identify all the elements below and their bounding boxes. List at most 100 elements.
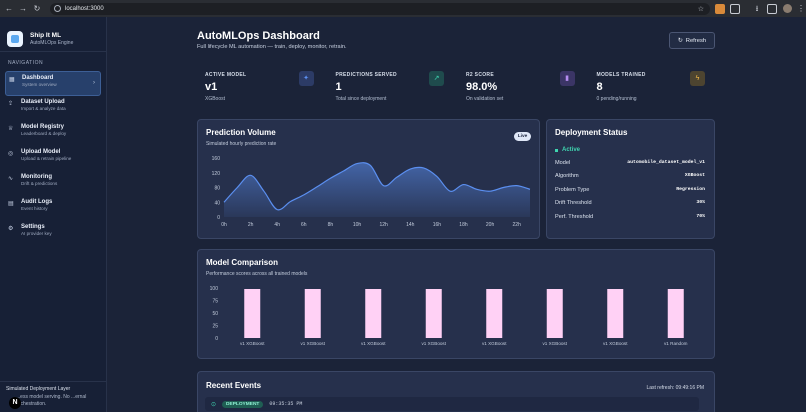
stat-sub: XGBoost [205,96,226,102]
site-info-icon[interactable] [54,5,61,12]
brand-subtitle: AutoMLOps Engine [30,39,74,46]
y-tick-label: 100 [210,286,219,292]
y-tick-label: 0 [217,215,220,221]
sidebar-item-model-registry[interactable]: ♕ Model Registry Leaderboard & deploy [5,121,101,146]
prediction-volume-card: Prediction Volume Simulated hourly predi… [197,119,540,239]
bookmark-star-icon[interactable]: ☆ [697,5,704,13]
sidebar-item-sub: Upload & retrain pipeline [21,156,72,161]
download-icon[interactable]: ⭳ [755,3,759,13]
upload-icon: ⇪ [8,101,14,107]
x-tick-label: v1 XGBoost [361,341,386,346]
page-title: AutoMLOps Dashboard [197,30,320,42]
card-title: Deployment Status [555,128,628,137]
browser-toolbar: ← → ↻ localhost:3000 ☆ ⭳ ⋮ [0,0,806,17]
check-circle-icon: ⊙ [211,401,217,408]
y-tick-label: 50 [212,311,218,317]
bar[interactable] [607,289,624,338]
sidebar-item-audit-logs[interactable]: ▤ Audit Logs Event history [5,196,101,221]
x-tick-label: 12h [379,222,388,228]
x-tick-label: v1 XGBoost [482,341,507,346]
tab-search-icon[interactable] [767,3,777,14]
deployment-status-card: Deployment Status Active Model automobil… [546,119,715,239]
x-tick-label: v1 XGBoost [603,341,628,346]
bar[interactable] [425,289,442,338]
bar[interactable] [667,289,684,338]
bar[interactable] [304,289,321,338]
sidebar-item-label: Upload Model [21,149,61,155]
chevron-right-icon: › [93,80,95,86]
x-tick-label: 20h [486,222,495,228]
status-row: Drift Threshold 30% [555,200,705,206]
status-row: Problem Type Regression [555,187,705,193]
live-badge: Live [514,132,531,141]
bar[interactable] [546,289,563,338]
sidebar-item-settings[interactable]: ⚙ Settings AI provider key [5,221,101,246]
x-tick-label: 4h [274,222,280,228]
stat-sub: Total since deployment [335,96,387,102]
x-tick-label: 0h [221,222,227,228]
card-title: Model Comparison [206,258,279,267]
event-row[interactable]: ⊙ DEPLOYMENT 09:35:35 PM [205,397,699,411]
model-comparison-chart: 0 25 50 75 100 v1 XGBoost v1 XGBoost v1 XGBoost… [210,286,688,346]
status-row-value: 70% [696,214,705,219]
activity-icon: ∿ [8,176,14,182]
stat-models-trained: MODELS TRAINED 8 0 pending/running ϟ [589,67,720,127]
stat-label: PREDICTIONS SERVED [335,72,397,78]
sidebar-item-sub: Event history [21,206,48,211]
sidebar-item-label: Model Registry [21,124,65,130]
bar[interactable] [244,289,261,338]
bar[interactable] [486,289,503,338]
event-time: 09:35:35 PM [269,401,303,407]
dev-tools-badge[interactable]: N [9,397,21,409]
reload-icon[interactable]: ↻ [33,3,41,13]
x-tick-label: v1 XGBoost [421,341,446,346]
stat-value: 98.0% [466,81,498,93]
profile-avatar[interactable] [783,4,792,13]
sidebar-item-dashboard[interactable]: ▦ Dashboard System overview › [5,71,101,96]
address-bar[interactable]: localhost:3000 ☆ [50,2,710,15]
sidebar-item-upload-model[interactable]: ◎ Upload Model Upload & retrain pipeline [5,146,101,171]
last-refresh-time: Last refresh: 09:49:16 PM [646,385,704,391]
page-subtitle: Full lifecycle ML automation — train, de… [197,44,347,50]
x-tick-label: 2h [248,222,254,228]
sidebar-item-sub: System overview [22,82,57,87]
x-tick-label: 6h [301,222,307,228]
grid-icon: ▦ [9,77,15,83]
forward-icon[interactable]: → [19,3,27,13]
x-tick-label: 10h [353,222,362,228]
file-icon: ▤ [8,201,14,207]
y-tick-label: 25 [212,324,218,330]
event-type-badge: DEPLOYMENT [222,400,264,408]
card-subtitle: Simulated hourly prediction rate [206,141,277,147]
extensions-puzzle-icon[interactable] [730,3,740,14]
y-tick-label: 75 [212,299,218,305]
stat-value: v1 [205,81,218,93]
sidebar-item-dataset-upload[interactable]: ⇪ Dataset Upload Import & analyze data [5,96,101,121]
stat-r2-score: R2 SCORE 98.0% On validation set ▮ [458,67,589,127]
card-title: Recent Events [206,381,262,390]
bar-chart-icon: ▮ [559,71,575,86]
sidebar: Ship It ML AutoMLOps Engine NAVIGATION ▦… [0,17,107,412]
status-row-label: Model [555,160,571,166]
stat-sub: On validation set [466,96,504,102]
x-tick-label: 18h [459,222,468,228]
pulse-icon: ϟ [690,71,705,86]
x-tick-label: 14h [406,222,415,228]
sidebar-item-monitoring[interactable]: ∿ Monitoring Drift & predictions [5,171,101,196]
back-icon[interactable]: ← [5,3,13,13]
sidebar-item-sub: Import & analyze data [21,106,66,111]
y-tick-label: 80 [214,186,220,192]
trend-up-icon: ↗ [429,71,444,86]
browser-menu-icon[interactable]: ⋮ [797,3,805,13]
stat-label: R2 SCORE [466,72,494,78]
x-tick-label: v1 XGBoost [240,341,265,346]
stat-label: MODELS TRAINED [596,72,646,78]
refresh-button[interactable]: ↻ Refresh [669,32,715,49]
sidebar-item-sub: Drift & predictions [21,181,58,186]
status-row: Model automobile_dataset_model_v1 [555,160,705,166]
brand[interactable]: Ship It ML AutoMLOps Engine [0,17,106,52]
stat-label: ACTIVE MODEL [205,72,247,78]
bar[interactable] [365,289,382,338]
extension-icon[interactable] [715,3,725,14]
x-tick-label: v1 XGBoost [542,341,567,346]
